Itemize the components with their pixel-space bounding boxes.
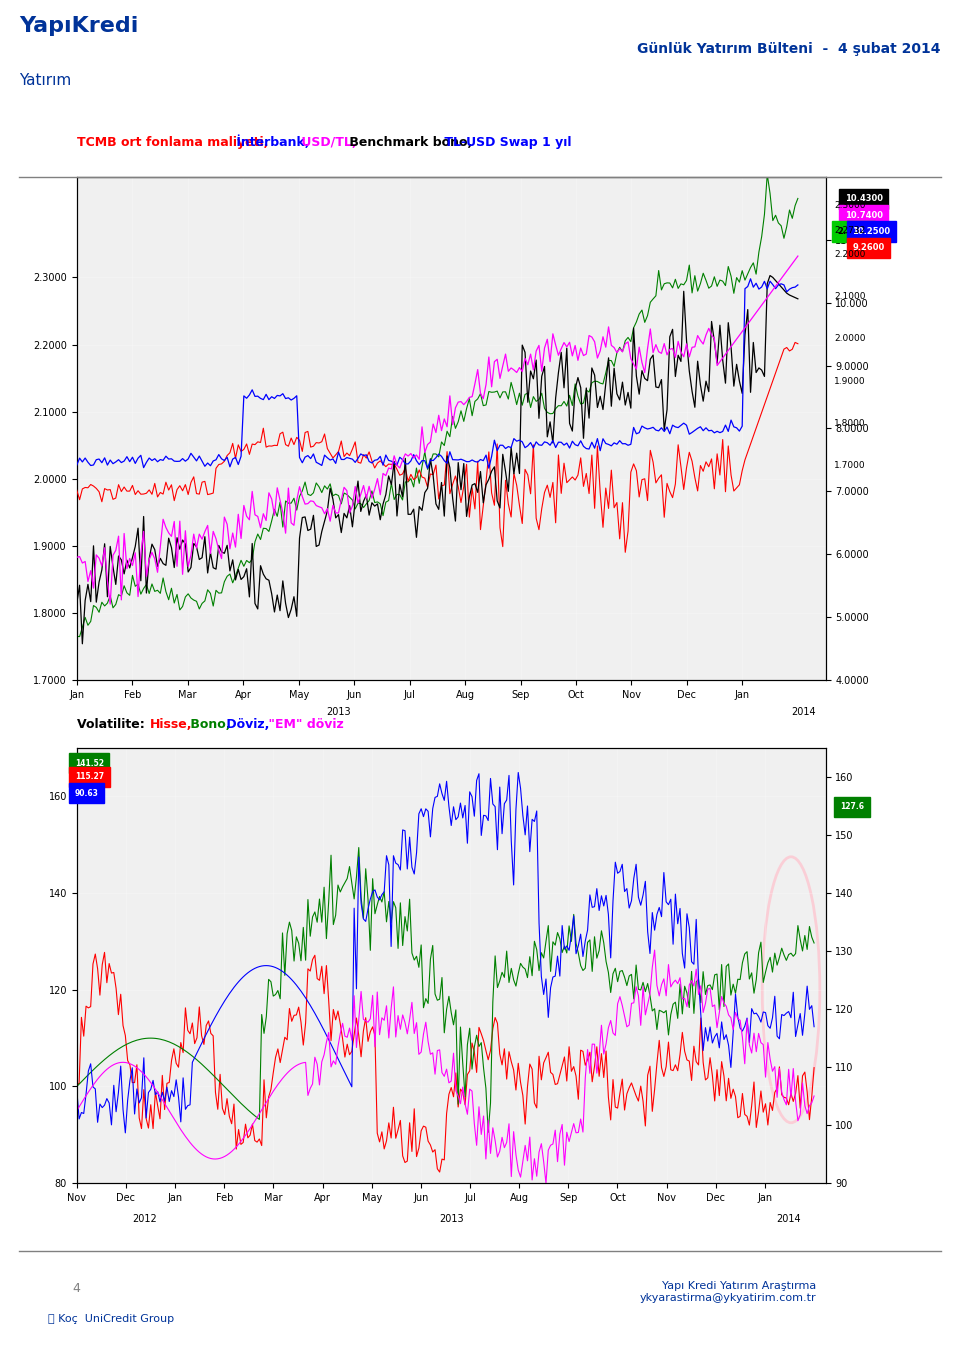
Text: Günlük Yatırım Bülteni  -  4 şubat 2014: Günlük Yatırım Bülteni - 4 şubat 2014	[637, 42, 941, 56]
Text: 9.2600: 9.2600	[852, 243, 885, 252]
Text: TL-USD Swap 1 yıl: TL-USD Swap 1 yıl	[440, 136, 571, 148]
Text: 2.2000: 2.2000	[834, 250, 866, 258]
Text: 2014: 2014	[791, 707, 815, 717]
Text: 2.2732: 2.2732	[834, 226, 866, 234]
Text: Bono,: Bono,	[185, 718, 230, 730]
Text: 127.6: 127.6	[840, 802, 864, 811]
Text: Döviz,: Döviz,	[222, 718, 270, 730]
Text: 4: 4	[73, 1282, 81, 1295]
Text: 10.4300: 10.4300	[845, 194, 883, 203]
Text: 2014: 2014	[776, 1214, 801, 1224]
Text: Yatırım: Yatırım	[19, 73, 71, 88]
Text: 2013: 2013	[439, 1214, 464, 1224]
Text: 2.2732: 2.2732	[837, 227, 870, 235]
Text: 2.3000: 2.3000	[834, 201, 866, 209]
Text: Benchmark bono,: Benchmark bono,	[345, 136, 472, 148]
Text: 10.2500: 10.2500	[852, 227, 891, 235]
Text: 10.7400: 10.7400	[845, 211, 883, 219]
Text: YapıKredi: YapıKredi	[19, 16, 138, 37]
Text: TCMB ort fonlama maliyeti,: TCMB ort fonlama maliyeti,	[77, 136, 268, 148]
Text: 2.0000: 2.0000	[834, 335, 866, 343]
Text: 115.27: 115.27	[75, 772, 104, 781]
Text: USD/TL,: USD/TL,	[297, 136, 357, 148]
Text: 141.52: 141.52	[75, 759, 104, 767]
Text: 90.63: 90.63	[75, 789, 99, 797]
Text: "EM" döviz: "EM" döviz	[264, 718, 344, 730]
Text: 1.7000: 1.7000	[834, 461, 866, 469]
Text: Hisse,: Hisse,	[150, 718, 192, 730]
Text: İnterbank,: İnterbank,	[231, 135, 309, 148]
Text: Volatilite:: Volatilite:	[77, 718, 149, 730]
Text: 2013: 2013	[326, 707, 351, 717]
Text: 1.9000: 1.9000	[834, 377, 866, 385]
Text: 2.1000: 2.1000	[834, 292, 866, 301]
Text: 2012: 2012	[132, 1214, 156, 1224]
Text: Yapı Kredi Yatırım Araştırma
ykyarastirma@ykyatirim.com.tr: Yapı Kredi Yatırım Araştırma ykyarastirm…	[639, 1281, 816, 1303]
Text: 1.8000: 1.8000	[834, 419, 866, 427]
Text: 🏦 Koç  UniCredit Group: 🏦 Koç UniCredit Group	[48, 1314, 174, 1323]
